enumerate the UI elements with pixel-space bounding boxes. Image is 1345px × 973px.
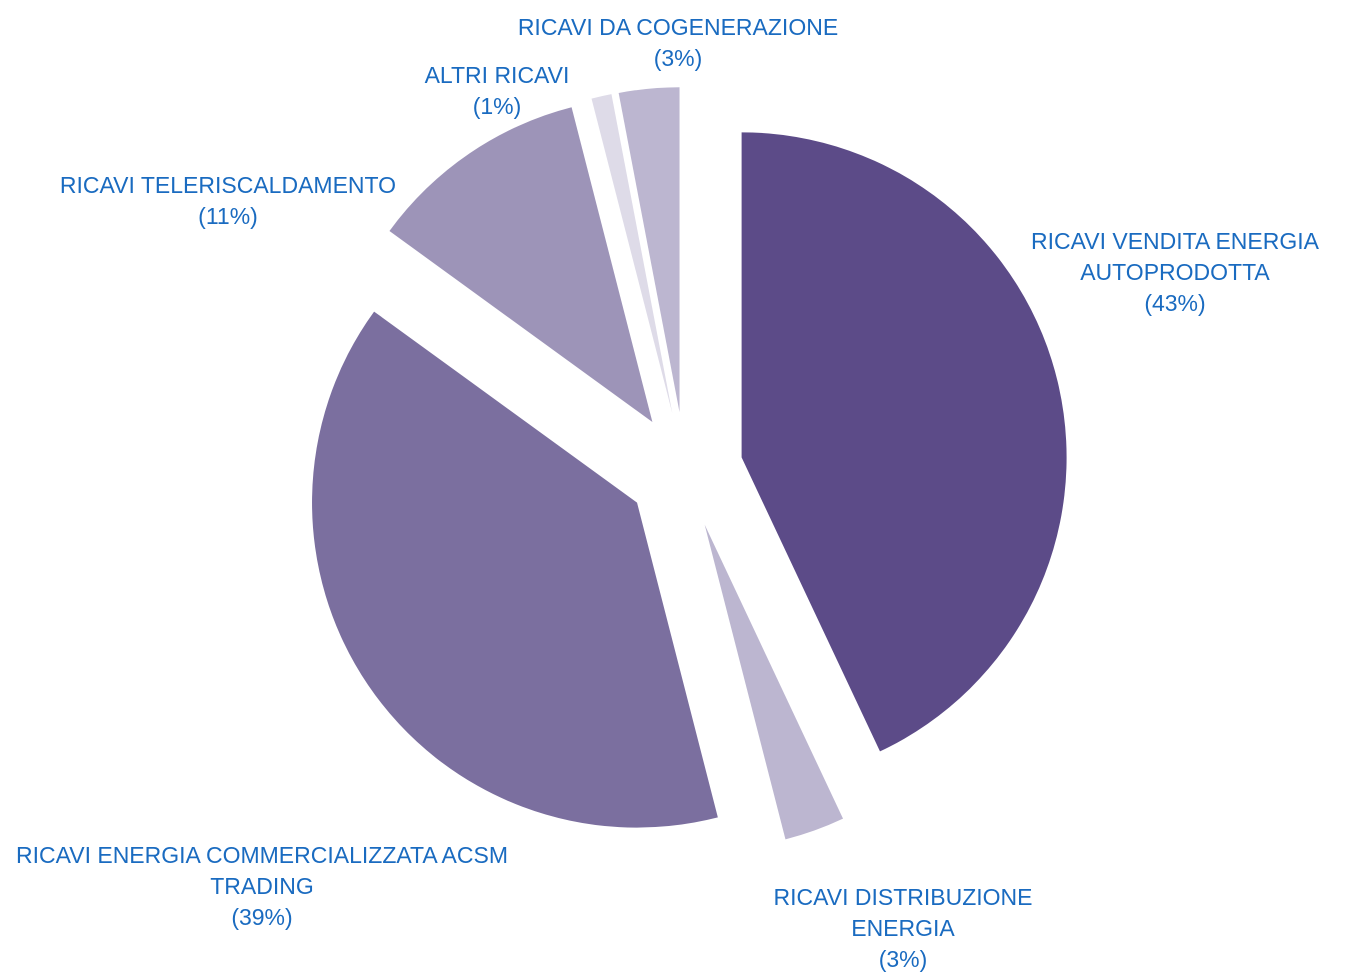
category-label: ALTRI RICAVI (424, 62, 570, 88)
category-label: RICAVI VENDITA ENERGIA AUTOPRODOTTA (1031, 228, 1319, 285)
value-label: (11%) (198, 203, 258, 229)
value-label: (1%) (472, 93, 522, 119)
slice-label: RICAVI VENDITA ENERGIA AUTOPRODOTTA (43%) (1005, 226, 1345, 319)
pie-slice (741, 132, 1067, 752)
pie-slice (618, 87, 680, 413)
slice-label: RICAVI DISTRIBUZIONE ENERGIA (3%) (743, 882, 1063, 973)
category-label: RICAVI DA COGENERAZIONE (517, 14, 839, 40)
value-label: (39%) (231, 904, 293, 930)
pie-slice (704, 524, 844, 840)
category-label: RICAVI DISTRIBUZIONE ENERGIA (773, 884, 1033, 941)
value-label: (3%) (878, 946, 928, 972)
slice-label: RICAVI TELERISCALDAMENTO (11%) (18, 170, 438, 232)
category-label: RICAVI ENERGIA COMMERCIALIZZATA ACSM TRA… (15, 842, 509, 899)
slice-label: ALTRI RICAVI (1%) (397, 60, 597, 122)
pie-slice (591, 94, 673, 414)
slice-label: RICAVI DA COGENERAZIONE (3%) (468, 12, 888, 74)
value-label: (43%) (1144, 290, 1206, 316)
pie-slice (312, 311, 718, 828)
slice-label: RICAVI ENERGIA COMMERCIALIZZATA ACSM TRA… (12, 840, 512, 933)
value-label: (3%) (653, 45, 703, 71)
pie-slice (389, 107, 653, 423)
category-label: RICAVI TELERISCALDAMENTO (59, 172, 397, 198)
